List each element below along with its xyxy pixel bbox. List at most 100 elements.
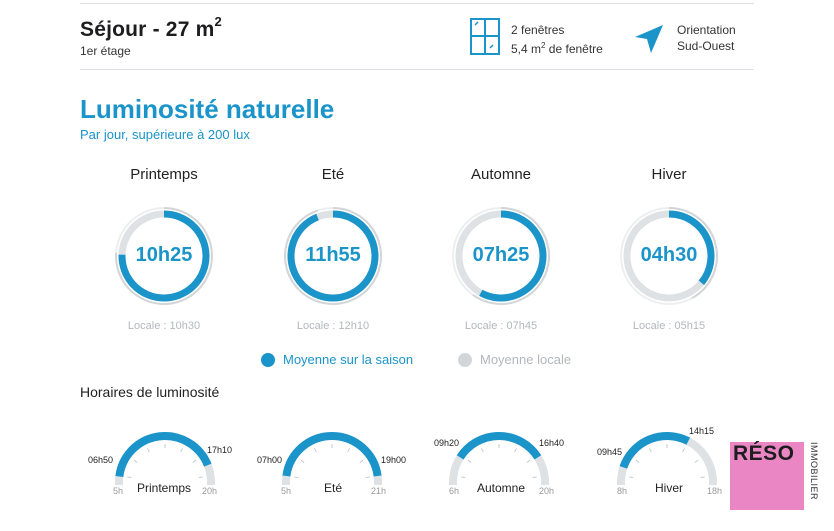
luminosity-title: Luminosité naturelle bbox=[80, 94, 335, 124]
ring-value-ete: 11h55 bbox=[305, 244, 361, 266]
hours-arc-track bbox=[617, 432, 717, 485]
hours-start-automne: 09h20 bbox=[434, 438, 460, 448]
room-title: Séjour - 27 m2 bbox=[80, 14, 222, 41]
header-divider bbox=[80, 69, 754, 70]
hours-arc-fill bbox=[619, 432, 691, 469]
hours-start-hiver: 09h45 bbox=[597, 447, 623, 457]
hours-arc-ete bbox=[282, 431, 382, 485]
hours-title: Horaires de luminosité bbox=[80, 384, 220, 400]
ring-season-arc bbox=[668, 210, 715, 285]
hours-min-ete: 5h bbox=[281, 486, 292, 496]
window-count: 2 fenêtres bbox=[511, 23, 565, 37]
hours-arc-fill bbox=[456, 432, 542, 460]
hours-arc-tick bbox=[198, 476, 203, 479]
top-divider bbox=[80, 3, 754, 4]
hours-end-ete: 19h00 bbox=[381, 455, 407, 465]
hours-end-automne: 16h40 bbox=[539, 438, 565, 448]
hours-max-hiver: 18h bbox=[707, 486, 723, 496]
hours-arc-tick bbox=[192, 459, 197, 463]
hours-season-hiver: Hiver bbox=[654, 481, 683, 495]
compass-arrow-icon bbox=[635, 25, 663, 53]
hours-arc-track bbox=[115, 432, 215, 485]
ring-local-arc bbox=[668, 207, 718, 299]
hours-season-automne: Automne bbox=[476, 481, 526, 495]
hours-arc-tick bbox=[365, 476, 370, 479]
ring-ete bbox=[284, 207, 382, 305]
hours-arc-tick bbox=[347, 448, 350, 453]
hours-min-printemps: 5h bbox=[113, 486, 124, 496]
hours-end-printemps: 17h10 bbox=[207, 445, 233, 455]
hours-season-printemps: Printemps bbox=[136, 481, 192, 495]
legend-season: Moyenne sur la saison bbox=[261, 352, 413, 367]
ring-local-arc bbox=[472, 207, 550, 305]
season-label-printemps: Printemps bbox=[130, 166, 198, 183]
hours-season-ete: Eté bbox=[323, 481, 342, 495]
hours-arc-track bbox=[282, 432, 382, 485]
hours-arc-tick bbox=[526, 459, 531, 463]
orientation-info: Orientation Sud-Ouest bbox=[677, 22, 736, 54]
ring-local-arc bbox=[115, 207, 213, 305]
window-info: 2 fenêtres 5,4 m2 de fenêtre bbox=[511, 22, 603, 57]
legend-local-dot bbox=[458, 352, 472, 367]
hours-arc-tick bbox=[180, 448, 183, 453]
legend-local: Moyenne locale bbox=[458, 352, 571, 367]
window-area: 5,4 m2 de fenêtre bbox=[511, 41, 603, 56]
hours-arc-tick bbox=[532, 476, 537, 479]
hours-arc-tick bbox=[649, 448, 652, 453]
ring-season-arc bbox=[118, 210, 210, 302]
orientation-label: Orientation bbox=[677, 23, 736, 37]
hours-arc-tick bbox=[133, 459, 138, 463]
legend-season-dot bbox=[261, 352, 275, 367]
hours-arc-automne bbox=[449, 432, 549, 485]
ring-hiver bbox=[620, 207, 718, 305]
local-value-hiver: Locale : 05h15 bbox=[632, 320, 706, 332]
hours-arc-tick bbox=[314, 448, 317, 453]
orientation-value: Sud-Ouest bbox=[677, 39, 735, 53]
legend-season-label: Moyenne sur la saison bbox=[283, 352, 414, 367]
hours-arc-fill bbox=[282, 431, 382, 477]
hours-start-ete: 07h00 bbox=[257, 455, 283, 465]
hours-arc-tick bbox=[147, 448, 150, 453]
hours-min-automne: 6h bbox=[449, 486, 460, 496]
room-floor: 1er étage bbox=[80, 44, 131, 58]
hours-max-printemps: 20h bbox=[202, 486, 218, 496]
hours-arc-printemps bbox=[115, 432, 215, 485]
season-label-ete: Eté bbox=[321, 166, 345, 183]
reso-logo: RÉSO bbox=[730, 442, 804, 510]
ring-season-arc bbox=[287, 210, 379, 302]
hours-arc-fill bbox=[115, 432, 212, 478]
hours-arc-tick bbox=[682, 448, 685, 453]
hours-arc-tick bbox=[359, 459, 364, 463]
hours-arc-tick bbox=[481, 448, 484, 453]
ring-printemps bbox=[115, 207, 213, 305]
ring-value-hiver: 04h30 bbox=[640, 244, 698, 266]
logo-side-text: IMMOBILIER bbox=[809, 442, 819, 501]
local-value-printemps: Locale : 10h30 bbox=[127, 320, 201, 332]
luminosity-subtitle: Par jour, supérieure à 200 lux bbox=[80, 127, 250, 142]
ring-automne bbox=[452, 207, 550, 305]
ring-value-printemps: 10h25 bbox=[135, 244, 193, 266]
hours-max-ete: 21h bbox=[371, 486, 387, 496]
season-label-automne: Automne bbox=[470, 166, 532, 183]
hours-max-automne: 20h bbox=[539, 486, 555, 496]
hours-arc-tick bbox=[300, 459, 305, 463]
hours-min-hiver: 8h bbox=[617, 486, 628, 496]
ring-season-arc bbox=[479, 210, 547, 302]
hours-arc-tick bbox=[629, 476, 634, 479]
hours-end-hiver: 14h15 bbox=[689, 426, 715, 436]
hours-arc-tick bbox=[461, 476, 466, 479]
window-icon bbox=[470, 18, 500, 55]
hours-arc-tick bbox=[514, 448, 517, 453]
hours-arc-tick bbox=[635, 459, 640, 463]
season-label-hiver: Hiver bbox=[651, 166, 687, 183]
ring-local-arc bbox=[284, 207, 382, 305]
hours-arc-tick bbox=[127, 476, 132, 479]
hours-arc-track bbox=[449, 432, 549, 485]
hours-start-printemps: 06h50 bbox=[88, 455, 114, 465]
local-value-ete: Locale : 12h10 bbox=[296, 320, 370, 332]
hours-arc-hiver bbox=[617, 432, 717, 485]
logo-main-text: RÉSO bbox=[733, 442, 795, 465]
hours-arc-tick bbox=[294, 476, 299, 479]
hours-arc-tick bbox=[694, 459, 699, 463]
local-value-automne: Locale : 07h45 bbox=[464, 320, 538, 332]
